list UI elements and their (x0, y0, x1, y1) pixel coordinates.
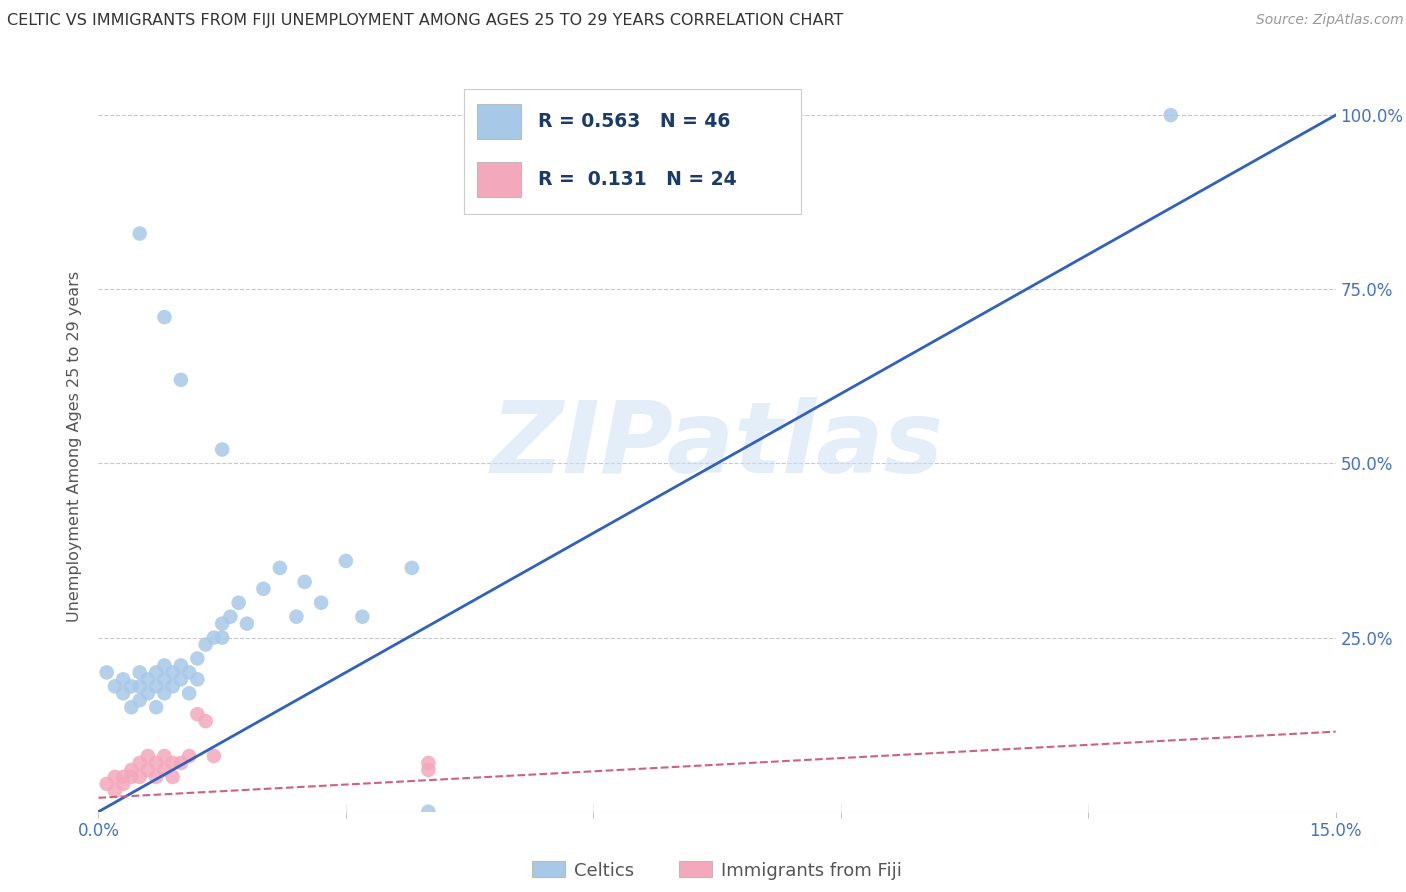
Point (179, 665, 201, 680)
Point (194, 638, 217, 652)
Point (136, 763, 159, 777)
Point (128, 770, 150, 784)
Point (335, 554, 357, 568)
Point (352, 609, 374, 624)
Point (211, 631, 233, 645)
Point (269, 561, 291, 575)
Point (145, 665, 167, 680)
Point (170, 658, 193, 673)
Point (186, 673, 208, 687)
Point (162, 679, 184, 693)
Point (153, 763, 176, 777)
Y-axis label: Unemployment Among Ages 25 to 29 years: Unemployment Among Ages 25 to 29 years (67, 270, 83, 622)
Point (162, 756, 184, 770)
Point (309, 596, 332, 610)
Point (285, 609, 308, 624)
Point (153, 310, 176, 325)
Text: Source: ZipAtlas.com: Source: ZipAtlas.com (1256, 13, 1403, 28)
Point (128, 756, 150, 770)
Point (120, 679, 142, 693)
Point (162, 770, 184, 784)
Point (145, 756, 167, 770)
Point (202, 749, 225, 764)
Point (179, 749, 201, 764)
Point (170, 756, 193, 770)
Point (128, 227, 150, 241)
Point (128, 693, 150, 707)
Point (145, 700, 167, 714)
Point (120, 700, 142, 714)
Point (170, 673, 193, 687)
Text: CELTIC VS IMMIGRANTS FROM FIJI UNEMPLOYMENT AMONG AGES 25 TO 29 YEARS CORRELATIO: CELTIC VS IMMIGRANTS FROM FIJI UNEMPLOYM… (7, 13, 844, 29)
Text: ZIPatlas: ZIPatlas (491, 398, 943, 494)
Point (418, 756, 440, 770)
Point (162, 665, 184, 680)
Point (236, 616, 259, 631)
Point (219, 609, 242, 624)
Point (145, 770, 167, 784)
Point (153, 673, 176, 687)
Point (112, 770, 135, 784)
Point (112, 686, 135, 700)
Point (194, 714, 217, 728)
Point (186, 651, 208, 665)
Point (228, 596, 250, 610)
Legend: Celtics, Immigrants from Fiji: Celtics, Immigrants from Fiji (526, 855, 908, 887)
Point (145, 679, 167, 693)
Point (120, 763, 142, 777)
Point (211, 616, 233, 631)
Point (112, 777, 135, 791)
Point (153, 749, 176, 764)
Text: R =  0.131   N = 24: R = 0.131 N = 24 (538, 169, 737, 188)
Point (211, 442, 233, 457)
Point (418, 763, 440, 777)
Point (96, 665, 118, 680)
Point (401, 561, 423, 575)
Point (136, 673, 159, 687)
Point (1160, 108, 1182, 122)
Point (96, 777, 118, 791)
Point (136, 749, 159, 764)
Point (104, 784, 127, 798)
Point (179, 686, 201, 700)
Point (294, 574, 316, 589)
Point (120, 770, 142, 784)
Point (202, 631, 225, 645)
Text: R = 0.563   N = 46: R = 0.563 N = 46 (538, 112, 731, 130)
Point (128, 679, 150, 693)
Point (153, 658, 176, 673)
Point (136, 686, 159, 700)
FancyBboxPatch shape (478, 104, 522, 139)
Point (128, 665, 150, 680)
Point (104, 770, 127, 784)
Point (104, 679, 127, 693)
Point (112, 673, 135, 687)
Point (252, 582, 274, 596)
Point (170, 373, 193, 387)
FancyBboxPatch shape (478, 161, 522, 196)
Point (153, 686, 176, 700)
Point (186, 707, 208, 722)
Point (418, 805, 440, 819)
